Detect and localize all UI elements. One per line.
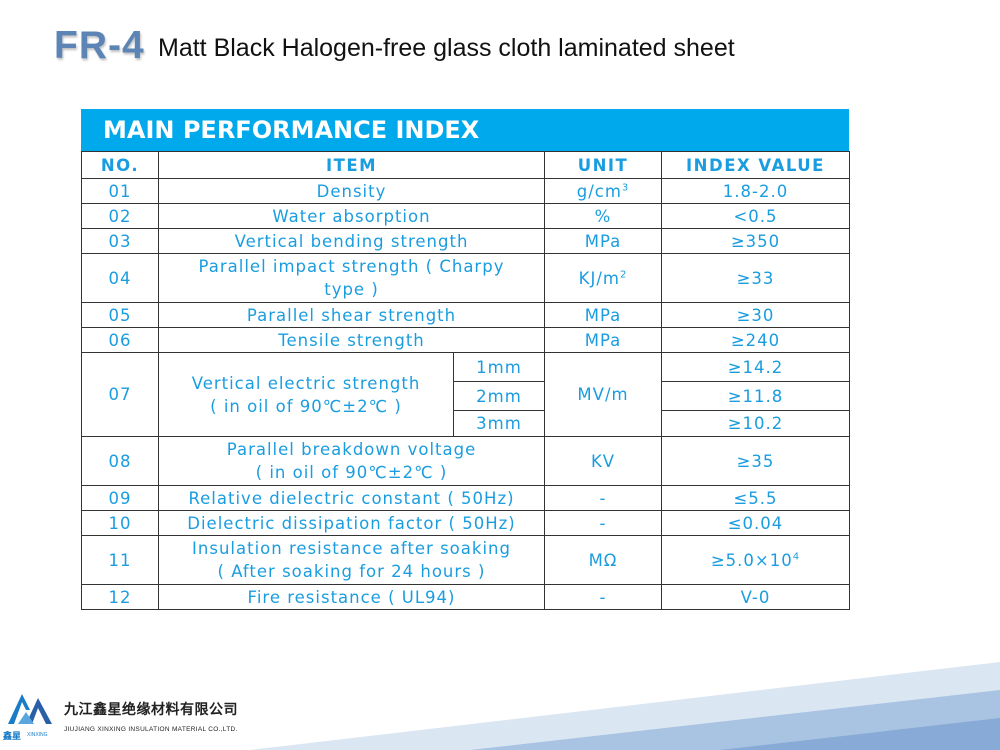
row-unit: -: [544, 485, 662, 511]
row-value: V-0: [661, 584, 850, 610]
row-thickness: 2mm: [453, 381, 545, 411]
table-row: 06 Tensile strength MPa ≥240: [81, 327, 850, 353]
row-value: ≥10.2: [661, 410, 850, 437]
row-unit: g/cm3: [544, 178, 662, 204]
row-value: ≥14.2: [661, 352, 850, 382]
row-unit: %: [544, 203, 662, 229]
row-value: ≥30: [661, 302, 850, 328]
performance-table: NO. ITEM UNIT INDEX VALUE 01 Density g/c…: [81, 151, 850, 610]
row-item: Insulation resistance after soaking( Aft…: [158, 535, 545, 585]
table-row: 07 Vertical electric strength( in oil of…: [81, 352, 850, 437]
row-unit: MPa: [544, 228, 662, 254]
row-value: <0.5: [661, 203, 850, 229]
row-unit: MPa: [544, 302, 662, 328]
row-no: 04: [81, 253, 159, 303]
row-unit: KJ/m2: [544, 253, 662, 303]
row-unit: MV/m: [544, 352, 662, 437]
row-item: Tensile strength: [158, 327, 545, 353]
table-header-row: NO. ITEM UNIT INDEX VALUE: [81, 151, 850, 179]
row-value: ≥33: [661, 253, 850, 303]
table-row: 09 Relative dielectric constant ( 50Hz) …: [81, 485, 850, 511]
row-unit: MPa: [544, 327, 662, 353]
row-no: 02: [81, 203, 159, 229]
table-row: 08 Parallel breakdown voltage( in oil of…: [81, 436, 850, 486]
row-value: ≤5.5: [661, 485, 850, 511]
page-title: Matt Black Halogen-free glass cloth lami…: [158, 34, 735, 62]
row-item: Parallel shear strength: [158, 302, 545, 328]
row-value: ≤0.04: [661, 510, 850, 536]
row-unit: -: [544, 510, 662, 536]
logo-text-cn: 鑫星: [3, 732, 22, 742]
table-row: 01 Density g/cm3 1.8-2.0: [81, 178, 850, 204]
row-value: ≥11.8: [661, 381, 850, 411]
row-thickness: 1mm: [453, 352, 545, 382]
row-value: ≥5.0×104: [661, 535, 850, 585]
row-item: Vertical electric strength( in oil of 90…: [158, 352, 454, 437]
header-no: NO.: [81, 151, 159, 179]
row-no: 08: [81, 436, 159, 486]
company-name-en: JIUJIANG XINXING INSULATION MATERIAL CO.…: [64, 726, 238, 733]
row-item: Parallel breakdown voltage( in oil of 90…: [158, 436, 545, 486]
header-item: ITEM: [158, 151, 545, 179]
row-value: ≥35: [661, 436, 850, 486]
product-code: FR-4: [54, 24, 145, 67]
table-row: 05 Parallel shear strength MPa ≥30: [81, 302, 850, 328]
row-item: Vertical bending strength: [158, 228, 545, 254]
company-logo-icon: [8, 694, 52, 724]
row-item: Relative dielectric constant ( 50Hz): [158, 485, 545, 511]
row-value: 1.8-2.0: [661, 178, 850, 204]
row-no: 05: [81, 302, 159, 328]
row-value: ≥240: [661, 327, 850, 353]
row-unit: KV: [544, 436, 662, 486]
row-no: 06: [81, 327, 159, 353]
row-no: 12: [81, 584, 159, 610]
row-value: ≥350: [661, 228, 850, 254]
company-name-cn: 九江鑫星绝缘材料有限公司: [64, 702, 238, 718]
table-row: 04 Parallel impact strength ( Charpy type…: [81, 253, 850, 303]
row-unit: -: [544, 584, 662, 610]
row-item: Dielectric dissipation factor ( 50Hz): [158, 510, 545, 536]
table-row: 2mm ≥11.8: [82, 381, 850, 411]
row-no: 03: [81, 228, 159, 254]
row-item: Density: [158, 178, 545, 204]
row-no: 11: [81, 535, 159, 585]
table-row: 03 Vertical bending strength MPa ≥350: [81, 228, 850, 254]
table-row: 12 Fire resistance ( UL94) - V-0: [81, 584, 850, 610]
header-unit: UNIT: [544, 151, 662, 179]
header-index-value: INDEX VALUE: [661, 151, 850, 179]
table-banner: MAIN PERFORMANCE INDEX: [81, 109, 849, 151]
row-item: Water absorption: [158, 203, 545, 229]
row-no: 09: [81, 485, 159, 511]
row-unit: MΩ: [544, 535, 662, 585]
table-row: 3mm ≥10.2: [82, 410, 850, 437]
row-thickness: 3mm: [453, 410, 545, 437]
logo-text-en: XINXING: [27, 732, 48, 738]
table-row: 02 Water absorption % <0.5: [81, 203, 850, 229]
row-item: Parallel impact strength ( Charpy type ): [158, 253, 545, 303]
row-no: 10: [81, 510, 159, 536]
row-no: 07: [81, 352, 159, 437]
row-no: 01: [81, 178, 159, 204]
table-row: 11 Insulation resistance after soaking( …: [81, 535, 850, 585]
row-item: Fire resistance ( UL94): [158, 584, 545, 610]
table-row: 10 Dielectric dissipation factor ( 50Hz)…: [81, 510, 850, 536]
